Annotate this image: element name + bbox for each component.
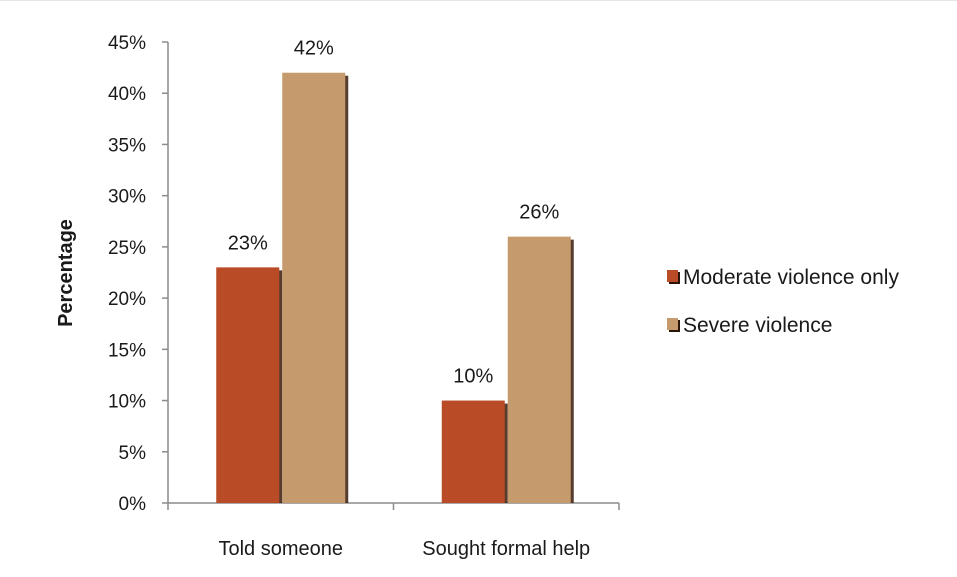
legend-swatch xyxy=(667,318,678,330)
bar xyxy=(282,72,346,503)
bar xyxy=(507,236,571,503)
legend-swatch xyxy=(667,270,678,282)
y-tick-label: 10% xyxy=(108,392,146,413)
y-tick-label: 25% xyxy=(108,238,146,259)
data-label: 42% xyxy=(294,38,334,60)
bar xyxy=(441,400,505,503)
y-tick-label: 5% xyxy=(119,443,147,464)
y-tick-label: 20% xyxy=(108,289,146,310)
x-tick-label: Told someone xyxy=(218,538,343,560)
y-tick-label: 40% xyxy=(108,84,146,105)
data-label: 26% xyxy=(519,202,559,224)
legend: Moderate violence only Severe violence xyxy=(667,266,899,337)
bar xyxy=(216,267,280,503)
data-label: 23% xyxy=(228,232,268,254)
axes: 0% 5% 10% 15% 20% 25% 30% 35% 40% 45% Told someone… xyxy=(108,33,620,560)
y-tick-label: 35% xyxy=(108,135,146,156)
bars: 23% 42% 10% 26% xyxy=(216,38,574,503)
x-tick-label: Sought formal help xyxy=(422,538,590,560)
data-label: 10% xyxy=(453,366,493,388)
y-tick-label: 15% xyxy=(108,340,146,361)
y-tick-label: 0% xyxy=(119,494,147,515)
legend-label: Moderate violence only xyxy=(683,266,899,289)
y-tick-label: 45% xyxy=(108,33,146,54)
legend-label: Severe violence xyxy=(683,314,832,337)
y-tick-label: 30% xyxy=(108,187,146,208)
y-axis-label: Percentage xyxy=(55,219,77,327)
